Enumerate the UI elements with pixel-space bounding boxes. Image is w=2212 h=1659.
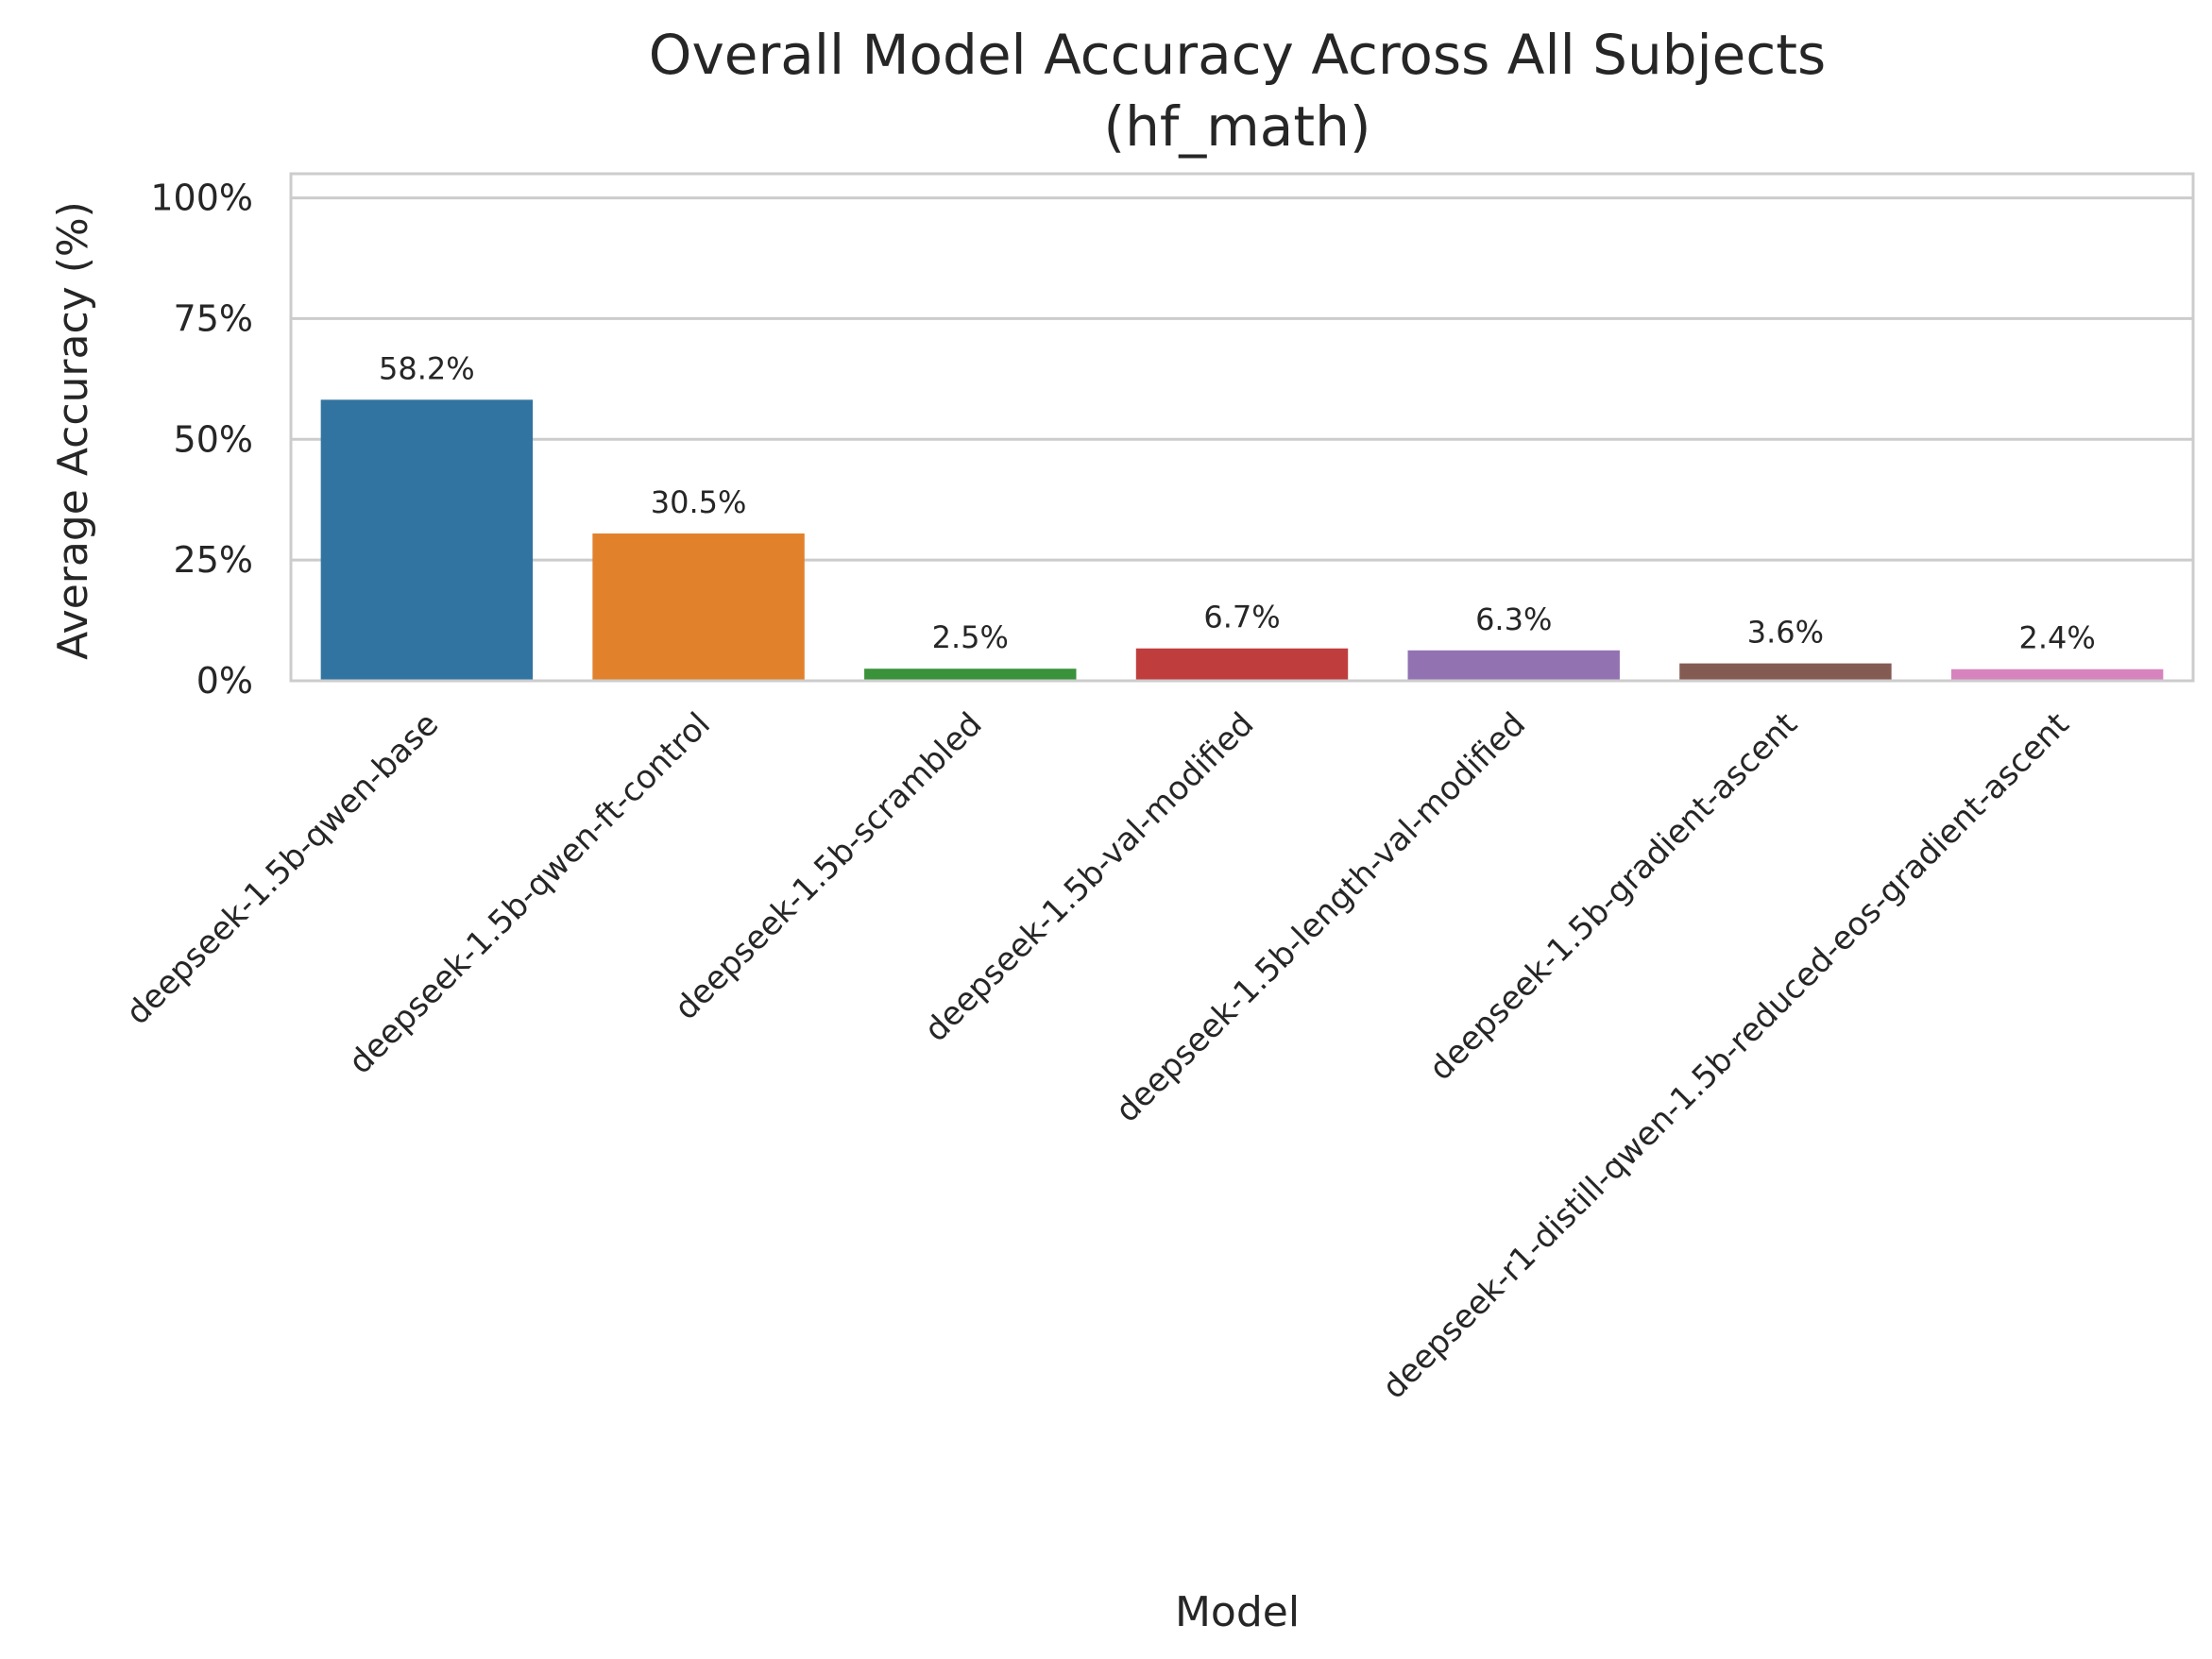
y-tick-label: 25% <box>174 539 253 581</box>
y-axis-label: Average Accuracy (%) <box>49 201 97 660</box>
bar <box>320 399 534 681</box>
bar <box>1679 663 1892 681</box>
x-axis-label: Model <box>1175 1588 1300 1636</box>
data-label: 30.5% <box>651 484 747 520</box>
bar <box>864 669 1077 681</box>
data-label: 58.2% <box>379 350 475 386</box>
y-tick-label: 50% <box>174 418 253 460</box>
chart-title-line2: (hf_math) <box>1104 94 1371 159</box>
y-tick-label: 100% <box>150 178 253 219</box>
x-tick-label: deepseek-1.5b-val-modified <box>917 705 1261 1049</box>
axes-frame <box>289 172 2195 683</box>
bars <box>320 399 2164 681</box>
y-tick-label: 0% <box>196 660 253 702</box>
axes-frame-border <box>289 172 2195 683</box>
data-label: 6.7% <box>1203 600 1280 635</box>
x-tick-label: deepseek-1.5b-qwen-base <box>119 705 446 1032</box>
data-labels: 58.2% 30.5% 2.5% 6.7% 6.3% 3.6% 2.4% <box>379 350 2096 655</box>
data-label: 6.3% <box>1475 601 1552 637</box>
y-tick-label: 75% <box>174 297 253 339</box>
bar <box>1407 650 1620 681</box>
data-label: 2.5% <box>932 619 1009 655</box>
data-label: 2.4% <box>2018 620 2095 656</box>
x-tick-label: deepseek-1.5b-scrambled <box>668 705 990 1027</box>
y-tick-labels: 0% 25% 50% 75% 100% <box>150 178 253 702</box>
x-tick-labels: deepseek-1.5b-qwen-basedeepseek-1.5b-qwe… <box>119 705 2076 1407</box>
bar <box>592 533 805 681</box>
bar <box>1950 669 2164 681</box>
data-label: 3.6% <box>1747 615 1824 651</box>
chart-title-line1: Overall Model Accuracy Across All Subjec… <box>649 23 1826 87</box>
bar <box>1135 648 1349 681</box>
